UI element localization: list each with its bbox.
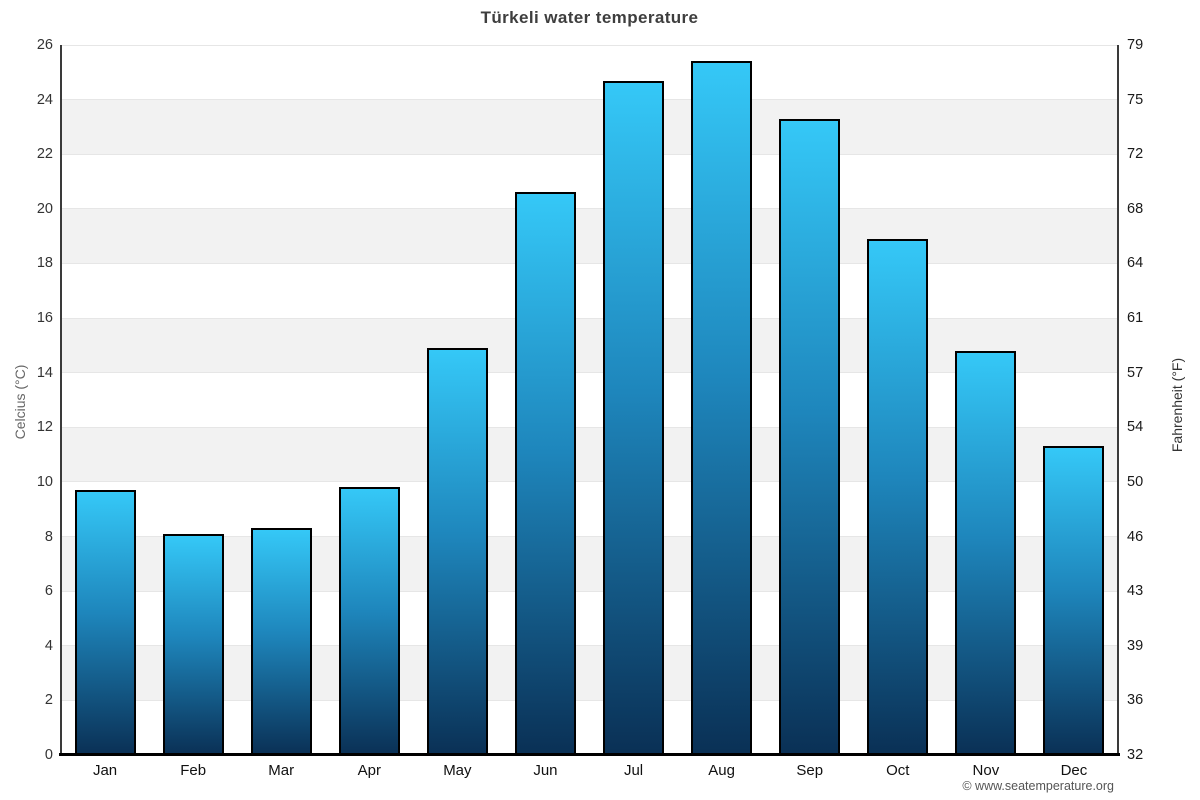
bar-jun xyxy=(514,192,576,755)
x-tick-mar: Mar xyxy=(268,762,295,779)
y-tick-fahrenheit: 61 xyxy=(1127,310,1144,327)
gridline xyxy=(61,536,1118,538)
y-tick-fahrenheit: 50 xyxy=(1127,473,1144,490)
x-tick-apr: Apr xyxy=(357,762,381,779)
y-tick-fahrenheit: 75 xyxy=(1127,91,1144,108)
y-tick-celsius: 6 xyxy=(44,583,53,600)
y-tick-celsius: 0 xyxy=(44,747,53,763)
gridline xyxy=(61,372,1118,374)
bar-dec xyxy=(1043,446,1105,755)
y-tick-fahrenheit: 46 xyxy=(1127,528,1144,545)
bar-nov xyxy=(955,350,1017,755)
x-tick-oct: Oct xyxy=(886,762,910,779)
y-tick-celsius: 26 xyxy=(36,37,53,53)
y-tick-fahrenheit: 72 xyxy=(1127,146,1144,163)
gridline xyxy=(61,645,1118,647)
bar-oct xyxy=(867,238,929,755)
x-tick-jan: Jan xyxy=(92,762,118,779)
gridline xyxy=(61,208,1118,210)
y-tick-celsius: 8 xyxy=(44,528,53,545)
y-tick-celsius: 22 xyxy=(36,146,53,163)
y-tick-celsius: 10 xyxy=(36,473,53,490)
chart-title: Türkeli water temperature xyxy=(480,8,699,27)
y-tick-fahrenheit: 32 xyxy=(1127,747,1144,763)
x-tick-may: May xyxy=(443,762,472,779)
credit-text: © www.seatemperature.org xyxy=(962,779,1114,793)
bar-feb xyxy=(162,533,224,755)
bar-may xyxy=(426,348,488,755)
gridline xyxy=(61,44,1118,46)
bar-jan xyxy=(74,490,136,755)
x-tick-nov: Nov xyxy=(972,762,1000,779)
y-tick-celsius: 18 xyxy=(36,255,53,272)
x-axis-baseline xyxy=(59,753,1120,756)
y-tick-celsius: 24 xyxy=(36,91,53,108)
y-tick-fahrenheit: 79 xyxy=(1127,37,1144,53)
y-tick-fahrenheit: 39 xyxy=(1127,637,1144,654)
gridline xyxy=(61,590,1118,592)
x-tick-jul: Jul xyxy=(623,762,644,779)
y-tick-celsius: 4 xyxy=(44,637,53,654)
x-tick-dec: Dec xyxy=(1060,762,1088,779)
y-tick-celsius: 14 xyxy=(36,364,53,381)
y-tick-fahrenheit: 68 xyxy=(1127,200,1144,217)
bar-sep xyxy=(779,118,841,755)
bar-aug xyxy=(691,61,753,755)
y-tick-fahrenheit: 43 xyxy=(1127,583,1144,600)
y-tick-fahrenheit: 57 xyxy=(1127,364,1144,381)
gridline xyxy=(61,481,1118,483)
bar-apr xyxy=(338,487,400,755)
x-tick-jun: Jun xyxy=(533,762,558,779)
gridline xyxy=(61,262,1118,264)
y-tick-celsius: 2 xyxy=(44,692,53,709)
y-tick-fahrenheit: 64 xyxy=(1127,255,1144,272)
y-tick-fahrenheit: 54 xyxy=(1127,419,1144,436)
bar-jul xyxy=(603,80,665,755)
x-tick-sep: Sep xyxy=(796,762,824,779)
y-tick-celsius: 16 xyxy=(36,310,53,327)
bar-mar xyxy=(250,528,312,755)
gridline xyxy=(61,99,1118,101)
y-tick-fahrenheit: 36 xyxy=(1127,692,1144,709)
gridline xyxy=(61,153,1118,155)
y-tick-celsius: 12 xyxy=(36,419,53,436)
x-tick-aug: Aug xyxy=(708,762,735,779)
gridline xyxy=(61,426,1118,428)
y-tick-celsius: 20 xyxy=(36,200,53,217)
gridline xyxy=(61,699,1118,701)
x-tick-feb: Feb xyxy=(180,762,207,779)
left-axis-line xyxy=(60,45,62,755)
right-axis-line xyxy=(1117,45,1119,755)
plot-area xyxy=(61,44,1118,755)
gridline xyxy=(61,317,1118,319)
